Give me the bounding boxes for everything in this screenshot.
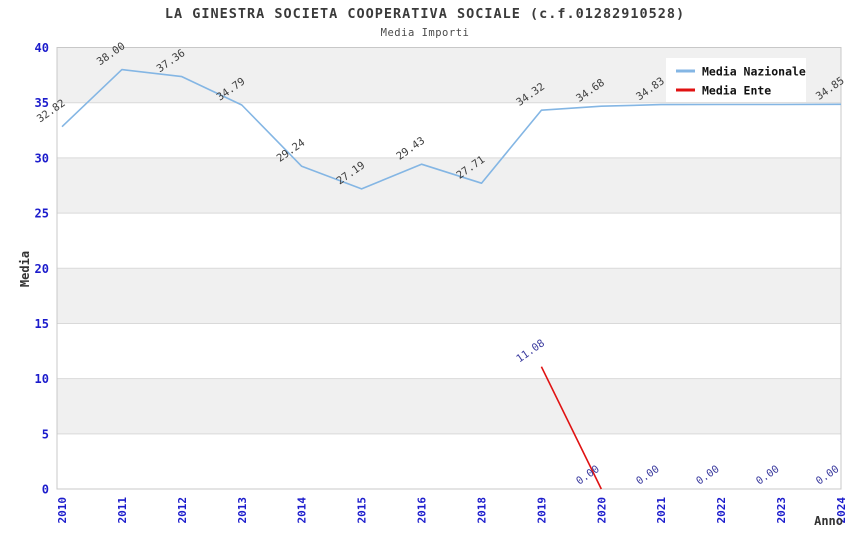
grid-band (57, 323, 841, 379)
x-axis-title: Anno (814, 514, 843, 528)
grid-band (57, 433, 841, 489)
x-tick-label: 2014 (296, 497, 309, 524)
x-tick-label: 2023 (775, 497, 788, 524)
x-tick-label: 2013 (236, 497, 249, 524)
y-tick-label: 5 (42, 427, 49, 441)
x-tick-label: 2019 (535, 497, 548, 524)
series-line-media-nazionale (61, 68, 842, 190)
legend-box (666, 58, 806, 102)
x-tick-label: 2018 (475, 497, 488, 524)
grid-band (57, 378, 841, 434)
y-tick-label: 20 (35, 262, 49, 276)
y-tick-label: 30 (35, 151, 49, 165)
y-axis-title: Media (18, 251, 32, 287)
y-tick-label: 40 (35, 41, 49, 55)
series-line-media-ente (540, 366, 603, 490)
x-tick-label: 2011 (116, 497, 129, 524)
y-tick-label: 0 (42, 483, 49, 497)
x-tick-label: 2012 (176, 497, 189, 524)
grid-band (57, 102, 841, 158)
x-tick-label: 2015 (356, 497, 369, 524)
chart-subtitle: Media Importi (380, 27, 470, 39)
y-tick-label: 15 (35, 317, 49, 331)
x-tick-label: 2016 (416, 497, 429, 524)
legend-label-media-nazionale: Media Nazionale (702, 65, 806, 79)
chart-title: LA GINESTRA SOCIETA COOPERATIVA SOCIALE … (164, 6, 686, 22)
x-tick-label: 2024 (835, 497, 848, 524)
y-tick-label: 35 (35, 96, 49, 110)
legend-label-media-ente: Media Ente (702, 84, 771, 98)
y-tick-label: 25 (35, 207, 49, 221)
x-tick-label: 2020 (595, 497, 608, 524)
grid-band (57, 157, 841, 214)
grid-band (57, 213, 841, 269)
x-tick-label: 2010 (56, 497, 69, 524)
grid-band (57, 268, 841, 324)
x-tick-label: 2022 (715, 497, 728, 524)
plot-border (56, 47, 842, 490)
x-tick-label: 2021 (655, 497, 668, 524)
y-tick-label: 10 (35, 372, 49, 386)
